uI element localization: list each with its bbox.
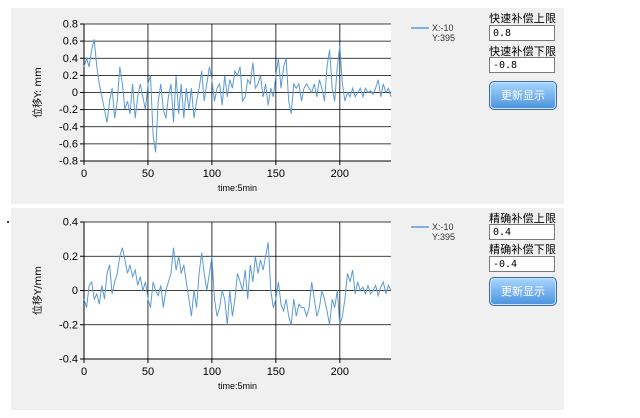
y-tick-label: 0.8 <box>63 19 78 31</box>
precise-update-display-button[interactable]: 更新显示 <box>489 277 557 306</box>
series-line <box>83 242 392 325</box>
y-axis-label: 位移Y: mm <box>31 67 44 118</box>
precise-lower-limit-label: 精确补偿下限 <box>489 243 557 256</box>
y-tick-label: 0.4 <box>63 53 78 65</box>
precise-compensation-panel: 0.4 0.2 0 -0.2 -0.4 0 50 100 150 200 time:5min 位移Y/… <box>11 208 564 410</box>
fast-upper-limit-input[interactable] <box>489 25 555 41</box>
fast-displacement-chart: 0.80.60.40.20-0.2-0.4-0.6-0.80 50 100 150 20… <box>31 19 455 194</box>
x-tick-label: 200 <box>331 366 349 378</box>
y-tick-label: 0 <box>72 285 78 297</box>
legend-entry: X:-10 <box>432 23 454 33</box>
pointer-dot <box>7 221 9 223</box>
precise-upper-limit-label: 精确补偿上限 <box>489 212 557 225</box>
y-tick-label: -0.2 <box>59 319 78 331</box>
x-tick-label: 0 <box>81 366 87 378</box>
y-tick-label: -0.6 <box>59 138 78 150</box>
fast-compensation-panel: 0.8 0.6 0.4 0.2 0 -0.2 -0.4 -0.6 -0.8 0 50 100 150 20… <box>11 8 564 204</box>
x-tick-label: 0 <box>81 168 87 180</box>
fast-lower-limit-label: 快速补偿下限 <box>489 45 557 58</box>
y-tick-label: 0.2 <box>63 251 78 263</box>
y-tick-label: 0.2 <box>63 70 78 82</box>
y-tick-label: -0.2 <box>59 104 78 116</box>
series-line <box>83 39 392 153</box>
x-tick-label: 50 <box>142 168 154 180</box>
y-tick-label: 0.6 <box>63 36 78 48</box>
precise-lower-limit-input[interactable] <box>489 256 555 272</box>
legend-entry: Y:395 <box>432 33 455 43</box>
precise-displacement-chart: 0.40.20-0.2-0.40 50 100 150 200time:5min位移Y/… <box>31 217 455 392</box>
y-tick-label: -0.4 <box>59 354 78 366</box>
x-tick-label: 50 <box>142 366 154 378</box>
legend-entry: X:-10 <box>432 222 454 232</box>
x-axis-label: time:5min <box>218 381 257 391</box>
x-tick-label: 200 <box>331 168 349 180</box>
y-tick-label: -0.4 <box>59 121 78 133</box>
y-axis-label: 位移Y/mm <box>31 266 44 315</box>
fast-upper-limit-label: 快速补偿上限 <box>489 12 557 25</box>
x-tick-label: 100 <box>203 168 221 180</box>
x-axis-label: time:5min <box>218 183 257 193</box>
y-tick-label: -0.8 <box>59 156 78 168</box>
legend-entry: Y:395 <box>432 232 455 242</box>
precise-upper-limit-input[interactable] <box>489 224 555 240</box>
fast-lower-limit-input[interactable] <box>489 57 555 73</box>
x-tick-label: 150 <box>267 168 285 180</box>
x-tick-label: 100 <box>203 366 221 378</box>
y-tick-label: 0 <box>72 87 78 99</box>
y-tick-label: 0.4 <box>63 217 78 229</box>
fast-update-display-button[interactable]: 更新显示 <box>489 81 557 110</box>
x-tick-label: 150 <box>267 366 285 378</box>
